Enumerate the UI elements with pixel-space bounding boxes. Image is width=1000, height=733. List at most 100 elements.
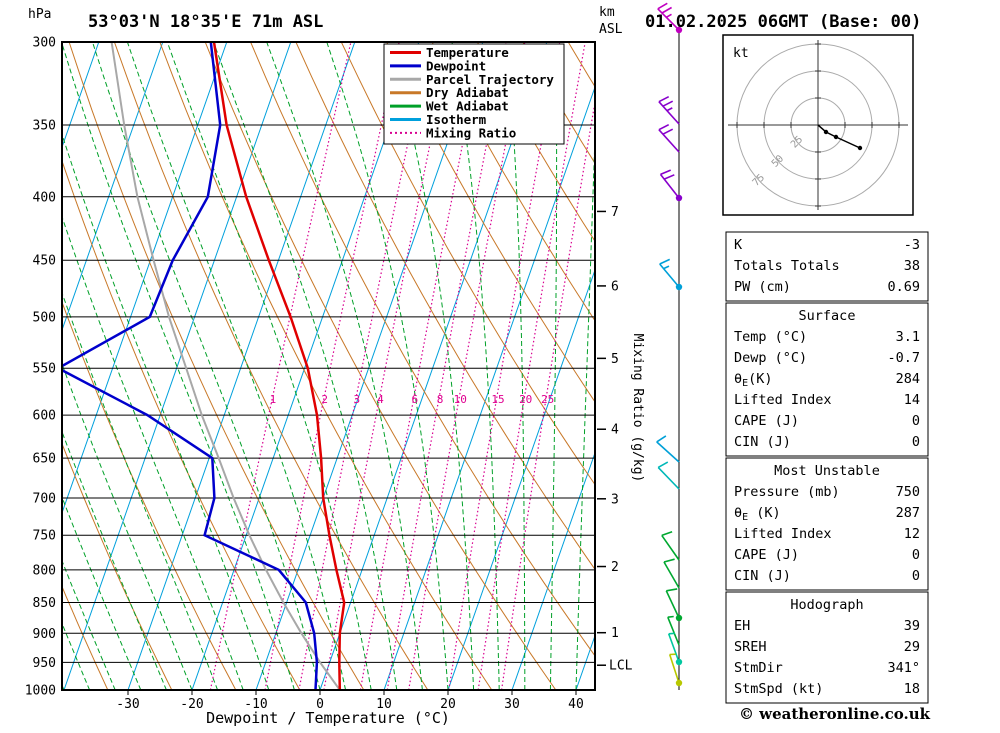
wind-barb — [659, 169, 683, 202]
stat-label: CIN (J) — [734, 568, 791, 584]
legend-item-label: Dewpoint — [426, 58, 486, 73]
pressure-tick-label: 600 — [33, 409, 56, 424]
level-marker-dot — [675, 26, 683, 34]
wind-barb — [657, 2, 683, 34]
stat-label: CIN (J) — [734, 434, 791, 450]
stat-value: 0.69 — [887, 279, 920, 295]
stat-value: 0 — [912, 568, 920, 584]
pressure-tick-label: 500 — [33, 310, 56, 325]
stat-label: K — [734, 237, 743, 253]
plot-frame — [61, 41, 596, 691]
mixing-ratio-label: 4 — [377, 393, 384, 406]
wind-barb — [663, 558, 680, 589]
stat-box: Hodograph EH 39 SREH 29 StmDir 341° StmSpd (kt)… — [725, 591, 929, 704]
mixing-ratio-line — [359, 42, 484, 690]
hodograph-trace-point — [823, 129, 829, 135]
mixing-ratio-value-labels: 1 2 3 4 6 8 10 15 20 25 — [270, 393, 555, 406]
km-tick-label: 3 — [611, 492, 619, 507]
dry-adiabat-line — [476, 42, 595, 243]
isotherm-line — [383, 85, 595, 690]
stat-label: StmDir — [734, 660, 783, 676]
pressure-tick-label: 400 — [33, 190, 56, 205]
stat-value: 29 — [904, 639, 920, 655]
station-title: 53°03'N 18°35'E 71m ASL — [88, 12, 323, 32]
level-marker-dot — [675, 679, 683, 687]
stat-value: 3.1 — [896, 329, 920, 345]
mixing-ratio-label: 10 — [454, 393, 467, 406]
legend-item-label: Mixing Ratio — [426, 125, 516, 140]
dry-adiabat-line — [386, 42, 595, 403]
km-tick-label: 5 — [611, 352, 619, 367]
mixing-ratio-label: 2 — [321, 393, 328, 406]
pressure-tick-label: 700 — [33, 492, 56, 507]
temp-tick-label: -10 — [244, 697, 267, 712]
run-datetime-title: 01.02.2025 06GMT (Base: 00) — [645, 12, 921, 32]
wind-barb — [658, 123, 680, 153]
wet-adiabat-line — [549, 42, 558, 690]
pressure-unit-label: hPa — [28, 7, 51, 22]
legend-item-label: Dry Adiabat — [426, 85, 509, 100]
temp-tick-label: 0 — [316, 697, 324, 712]
stat-label: θE(K) — [734, 371, 773, 389]
stat-box: K -3 Totals Totals 38 PW (cm) 0.69 — [725, 231, 929, 302]
pressure-tick-label: 300 — [33, 36, 56, 51]
wind-barb — [656, 435, 680, 463]
stat-value: 38 — [904, 258, 920, 274]
parcel-trajectory-curve — [110, 42, 341, 690]
stat-label: Totals Totals — [734, 258, 840, 274]
pressure-tick-label: 1000 — [25, 684, 56, 699]
stat-box-frame — [725, 591, 929, 704]
stat-label: PW (cm) — [734, 279, 791, 295]
stat-value: -0.7 — [887, 350, 920, 366]
wet-adiabat-line — [62, 495, 142, 690]
isotherm-line — [191, 42, 420, 690]
wet-adiabat-line — [62, 559, 116, 690]
stat-value: 287 — [896, 505, 920, 521]
pressure-tick-label: 350 — [33, 119, 56, 134]
pressure-tick-label: 450 — [33, 254, 56, 269]
stat-value: 0 — [912, 547, 920, 563]
dry-adiabat-line — [62, 585, 109, 690]
wind-barb — [657, 461, 680, 490]
temp-tick-label: 10 — [376, 697, 392, 712]
stat-box-frame — [725, 231, 929, 302]
isotherm-line — [447, 268, 595, 690]
stat-box: Most Unstable Pressure (mb) 750 θE (K) 287 Li… — [725, 457, 929, 591]
stat-box: Surface Temp (°C) 3.1 Dewp (°C) -0.7 θE(K) 284… — [725, 302, 929, 457]
mixing-ratio-label: 1 — [270, 393, 277, 406]
pressure-tick-label: 950 — [33, 656, 56, 671]
stat-label: SREH — [734, 639, 767, 655]
stat-value: 0 — [912, 434, 920, 450]
stat-label: θE (K) — [734, 505, 781, 523]
stat-box-frame — [725, 302, 929, 457]
stat-label: Dewp (°C) — [734, 350, 807, 366]
stat-label: StmSpd (kt) — [734, 681, 823, 697]
mixing-ratio-label: 15 — [491, 393, 504, 406]
mixing-ratio-label: 25 — [541, 393, 554, 406]
isotherm-line — [62, 42, 164, 332]
wet-adiabat-line — [166, 42, 372, 690]
stat-value: 39 — [904, 618, 920, 634]
stat-box-frame — [725, 457, 929, 591]
pressure-tick-label: 650 — [33, 452, 56, 467]
dry-adiabat-line — [431, 42, 595, 322]
stat-value: 0 — [912, 413, 920, 429]
mixing-ratio-label: 20 — [519, 393, 532, 406]
mixing-ratio-axis-label: Mixing Ratio (g/kg) — [630, 334, 645, 483]
level-marker-dot — [675, 194, 683, 202]
km-tick-label: 4 — [611, 423, 619, 438]
stat-value: 12 — [904, 526, 920, 542]
stat-value: 14 — [904, 392, 920, 408]
sounding-profiles — [62, 42, 346, 690]
asl-unit-label: ASL — [599, 22, 623, 37]
isotherm-line — [511, 451, 595, 690]
km-tick-label: 7 — [611, 205, 619, 220]
level-marker-dot — [675, 283, 683, 291]
stat-value: 341° — [887, 660, 920, 676]
km-unit-label: km — [599, 5, 615, 20]
stat-label: CAPE (J) — [734, 413, 799, 429]
level-marker-dot — [675, 658, 683, 666]
mixing-ratio-label: 3 — [353, 393, 360, 406]
hodograph-trace — [817, 124, 861, 149]
